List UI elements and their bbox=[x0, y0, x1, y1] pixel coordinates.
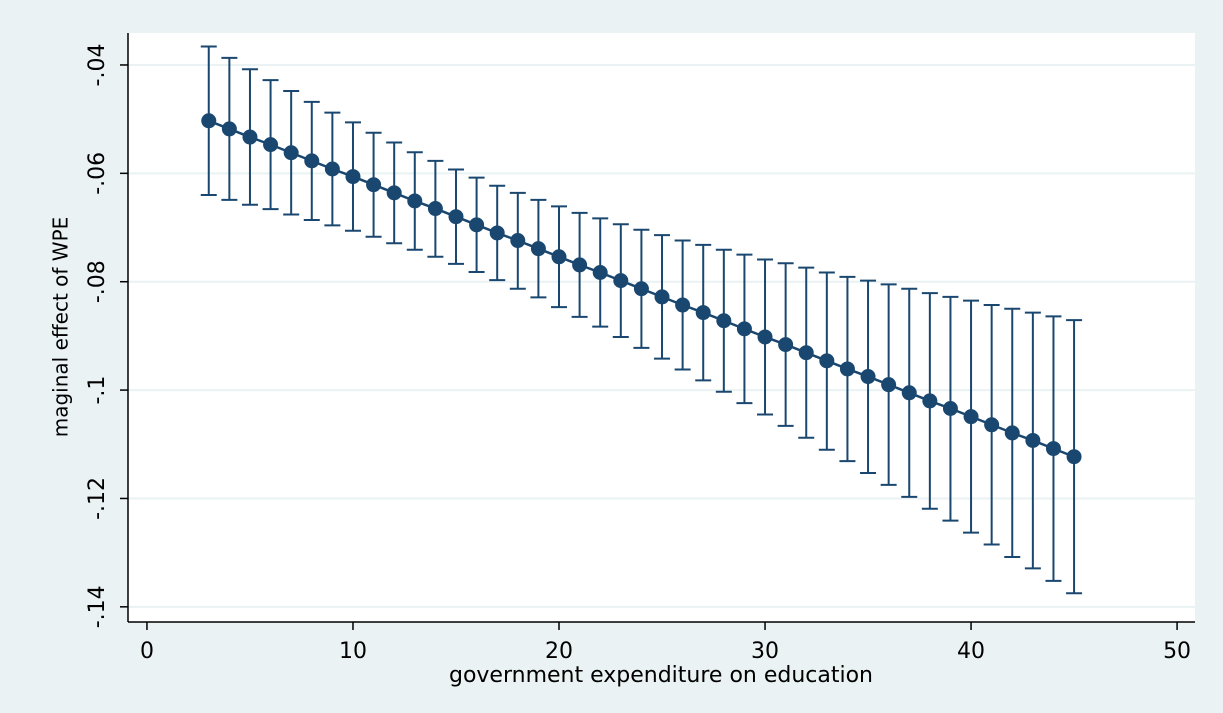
x-tick-label: 20 bbox=[545, 639, 573, 664]
point bbox=[386, 185, 402, 201]
x-axis-label: government expenditure on education bbox=[449, 663, 873, 688]
point bbox=[242, 129, 258, 145]
point bbox=[613, 273, 629, 289]
point bbox=[778, 337, 794, 353]
point bbox=[963, 409, 979, 425]
y-tick-label: -.06 bbox=[85, 152, 110, 195]
point bbox=[675, 297, 691, 313]
x-tick-label: 50 bbox=[1163, 639, 1191, 664]
point bbox=[984, 417, 1000, 433]
point bbox=[819, 353, 835, 369]
point bbox=[283, 145, 299, 161]
x-tick-label: 10 bbox=[339, 639, 367, 664]
x-tick-label: 0 bbox=[140, 639, 154, 664]
point bbox=[427, 201, 443, 217]
point bbox=[304, 153, 320, 169]
point bbox=[489, 225, 505, 241]
point bbox=[942, 401, 958, 417]
point bbox=[366, 177, 382, 193]
point bbox=[592, 265, 608, 281]
point bbox=[530, 241, 546, 257]
point bbox=[1066, 449, 1082, 465]
point bbox=[469, 217, 485, 233]
point bbox=[201, 113, 217, 129]
point bbox=[263, 137, 279, 153]
point bbox=[551, 249, 567, 265]
point bbox=[757, 329, 773, 345]
point bbox=[695, 305, 711, 321]
point bbox=[324, 161, 340, 177]
point bbox=[881, 377, 897, 393]
y-tick-label: -.14 bbox=[85, 585, 110, 628]
point bbox=[654, 289, 670, 305]
point bbox=[1004, 425, 1020, 441]
point bbox=[860, 369, 876, 385]
point bbox=[1045, 441, 1061, 457]
point bbox=[716, 313, 732, 329]
y-tick-label: -.08 bbox=[85, 260, 110, 303]
point bbox=[510, 233, 526, 249]
point bbox=[221, 121, 237, 137]
point bbox=[572, 257, 588, 273]
point bbox=[1025, 432, 1041, 448]
point bbox=[345, 169, 361, 185]
x-tick-label: 40 bbox=[957, 639, 985, 664]
y-tick-label: -.12 bbox=[85, 477, 110, 520]
y-tick-label: -.04 bbox=[85, 44, 110, 87]
point bbox=[922, 393, 938, 409]
point bbox=[798, 345, 814, 361]
point bbox=[901, 385, 917, 401]
y-axis-label: maginal effect of WPE bbox=[49, 217, 73, 438]
point bbox=[633, 281, 649, 297]
point bbox=[448, 209, 464, 225]
point bbox=[839, 361, 855, 377]
x-tick-label: 30 bbox=[751, 639, 779, 664]
y-tick-label: -.1 bbox=[85, 376, 110, 405]
point bbox=[407, 193, 423, 209]
point bbox=[736, 321, 752, 337]
